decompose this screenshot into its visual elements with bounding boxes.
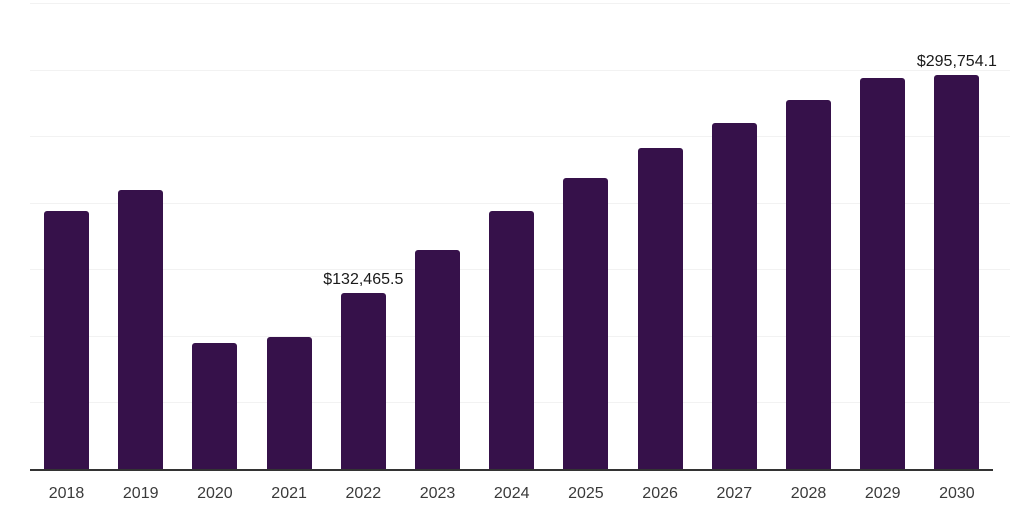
x-tick-label-2023: 2023: [419, 485, 456, 502]
x-tick-label-2028: 2028: [790, 485, 827, 502]
value-label-2022: $132,465.5: [323, 270, 404, 288]
bar-2022: [340, 292, 386, 469]
bar-2026: [637, 148, 683, 469]
x-tick-label-2020: 2020: [197, 485, 233, 502]
bar-2027: [711, 123, 757, 469]
bar-2018: [44, 211, 89, 469]
bar-2020: [192, 343, 238, 469]
x-tick-label-2029: 2029: [864, 485, 901, 502]
x-tick-label-2030: 2030: [939, 485, 975, 502]
x-tick-label-2026: 2026: [642, 485, 678, 502]
bar-2030: [934, 75, 980, 469]
x-tick-label-2021: 2021: [271, 485, 307, 502]
x-tick-label-2022: 2022: [345, 485, 382, 502]
gridline: [30, 202, 1010, 204]
x-axis-line: [30, 469, 993, 471]
bar-2023: [415, 250, 460, 469]
bar-2019: [118, 190, 164, 469]
gridline: [30, 3, 1010, 4]
value-label-2030: $295,754.1: [916, 53, 997, 71]
x-tick-label-2018: 2018: [48, 485, 85, 502]
bar-2025: [563, 178, 609, 469]
x-tick-label-2024: 2024: [493, 485, 530, 502]
gridline: [30, 136, 1010, 138]
x-tick-label-2019: 2019: [122, 485, 159, 502]
bar-2024: [489, 210, 535, 469]
bar-2029: [860, 77, 906, 469]
bar-2028: [786, 100, 831, 469]
x-tick-label-2027: 2027: [716, 485, 753, 502]
bar-2021: [266, 337, 312, 469]
gridline: [30, 69, 1010, 71]
x-tick-label-2025: 2025: [568, 485, 604, 502]
